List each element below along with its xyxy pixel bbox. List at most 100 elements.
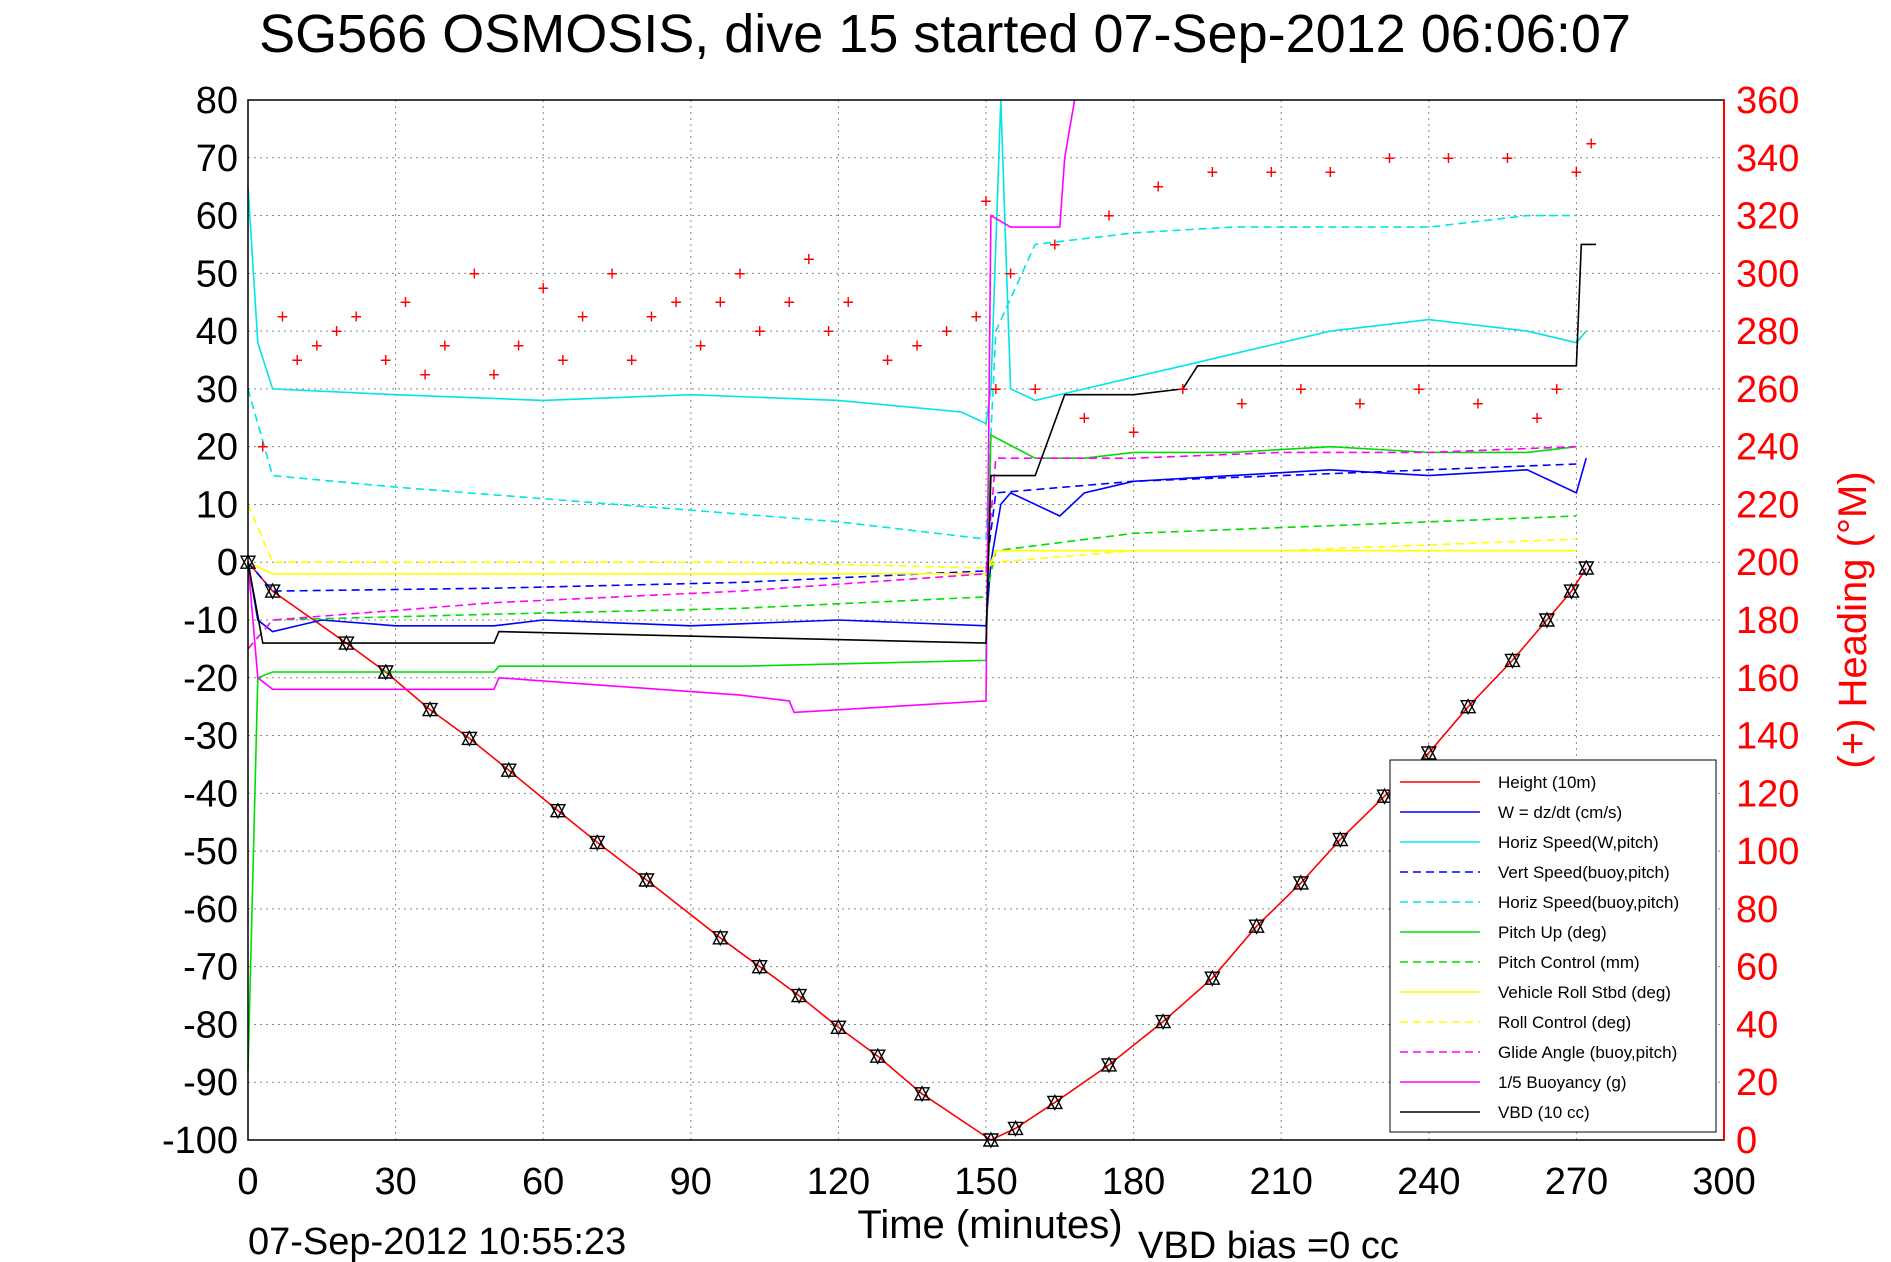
heading-marker: + [577, 307, 589, 329]
depth-marker-down [338, 636, 355, 652]
y-tick-label: 20 [196, 427, 238, 469]
depth-marker-down [1332, 832, 1349, 849]
y-tick-label: 80 [196, 80, 238, 122]
heading-marker: + [1354, 393, 1366, 415]
x-tick-label: 0 [237, 1161, 258, 1203]
heading-marker: + [1571, 162, 1583, 184]
heading-marker: + [823, 321, 835, 343]
legend-label: Pitch Up (deg) [1498, 923, 1607, 942]
depth-marker-down [1248, 919, 1265, 935]
legend-label: Vehicle Roll Stbd (deg) [1498, 983, 1671, 1002]
heading-marker: + [380, 350, 392, 372]
depth-marker-down [830, 1020, 847, 1036]
x-tick-label: 270 [1545, 1161, 1608, 1203]
y-tick-label: -70 [183, 947, 238, 989]
y-right-tick-label: 300 [1736, 253, 1799, 295]
y-tick-label: 30 [196, 369, 238, 411]
legend: Height (10m) W = dz/dt (cm/s) Horiz Speed(… [1389, 759, 1717, 1133]
x-tick-label: 120 [807, 1161, 870, 1203]
heading-marker: + [1128, 422, 1140, 444]
legend-label: Vert Speed(buoy,pitch) [1498, 863, 1670, 882]
y-tick-label: 0 [217, 542, 238, 584]
heading-marker: + [714, 292, 726, 314]
heading-marker: + [1295, 379, 1307, 401]
depth-marker-down [1563, 584, 1580, 600]
legend-label: Horiz Speed(W,pitch) [1498, 833, 1659, 852]
legend-label: Glide Angle (buoy,pitch) [1498, 1043, 1677, 1062]
legend-label: VBD (10 cc) [1498, 1103, 1590, 1122]
depth-marker-down [869, 1049, 886, 1065]
series-line-0 [247, 561, 1587, 1141]
depth-marker-down [1292, 876, 1310, 892]
depth-marker-down [751, 959, 768, 976]
depth-marker-up [1578, 559, 1595, 575]
heading-marker: + [419, 364, 431, 386]
legend-label: W = dz/dt (cm/s) [1498, 803, 1622, 822]
series-line-7 [247, 549, 1577, 575]
y-right-tick-label: 80 [1736, 889, 1778, 931]
depth-marker-down [790, 988, 808, 1005]
y-right-tick-label: 280 [1736, 311, 1799, 353]
y-right-tick-label: 220 [1736, 484, 1799, 526]
heading-marker: + [1029, 379, 1041, 401]
series-line-3 [247, 463, 1577, 592]
y-right-axis-label: (+) Heading (°M) [1831, 471, 1875, 768]
x-tick-label: 210 [1249, 1161, 1312, 1203]
depth-marker-down [1420, 746, 1437, 762]
x-tick-label: 60 [522, 1161, 564, 1203]
y-tick-label: 10 [196, 484, 238, 526]
y-tick-label: -50 [183, 831, 238, 873]
heading-marker: + [646, 307, 658, 329]
heading-marker: + [439, 336, 451, 358]
legend-label: 1/5 Buoyancy (g) [1498, 1073, 1627, 1092]
legend-label: Pitch Control (mm) [1498, 953, 1640, 972]
y-tick-label: -90 [183, 1062, 238, 1104]
heading-markers: + + + + + + + + + + + + + + + + + + + + + + + + + + + + + + + + + + + + + + + +… [257, 133, 1597, 458]
heading-marker: + [257, 437, 269, 459]
depth-marker-down [1538, 613, 1556, 629]
heading-marker: + [1236, 393, 1248, 415]
depth-marker-down [500, 763, 517, 779]
y-tick-label: 60 [196, 196, 238, 238]
heading-marker: + [670, 292, 682, 314]
heading-marker: + [1472, 393, 1484, 415]
depth-marker-down [421, 702, 439, 719]
depth-marker-down [1504, 653, 1521, 669]
heading-marker: + [513, 336, 525, 358]
heading-marker: + [1079, 408, 1091, 430]
depth-marker-down [1007, 1121, 1024, 1137]
series-line-6 [247, 515, 1577, 650]
heading-marker: + [1049, 234, 1061, 256]
heading-marker: + [626, 350, 638, 372]
y-tick-label: -60 [183, 889, 238, 931]
legend-label: Horiz Speed(buoy,pitch) [1498, 893, 1679, 912]
y-tick-label: -80 [183, 1004, 238, 1046]
heading-marker: + [1413, 379, 1425, 401]
heading-marker: + [400, 292, 412, 314]
heading-marker: + [882, 350, 894, 372]
depth-marker-down [1154, 1014, 1172, 1031]
legend-label: Roll Control (deg) [1498, 1013, 1631, 1032]
heading-marker: + [1443, 148, 1455, 170]
y-right-tick-label: 180 [1736, 600, 1799, 642]
heading-marker: + [537, 278, 549, 300]
depth-marker-down [461, 731, 478, 747]
x-tick-label: 90 [670, 1161, 712, 1203]
heading-marker: + [980, 191, 992, 213]
y-tick-labels: 80 70 60 50 40 30 20 10 0 -10 -20 -30 -40 -50 -60 -70 -8… [162, 80, 238, 1162]
y-right-tick-label: 60 [1736, 947, 1778, 989]
depth-marker-down [1204, 971, 1221, 987]
depth-marker-down [1459, 699, 1477, 716]
depth-markers [239, 553, 1595, 1149]
heading-marker: + [1531, 408, 1543, 430]
heading-marker: + [1585, 133, 1597, 155]
legend-label: Height (10m) [1498, 773, 1596, 792]
x-tick-labels: 0 30 60 90 120 150 180 210 240 270 300 [237, 1161, 1755, 1203]
depth-marker-down [1578, 561, 1595, 577]
y-right-tick-label: 0 [1736, 1120, 1757, 1162]
depth-marker-down [1046, 1095, 1064, 1111]
series-line-10 [247, 99, 1076, 714]
heading-marker: + [803, 249, 815, 271]
heading-marker: + [1325, 162, 1337, 184]
y-right-tick-label: 120 [1736, 773, 1799, 815]
